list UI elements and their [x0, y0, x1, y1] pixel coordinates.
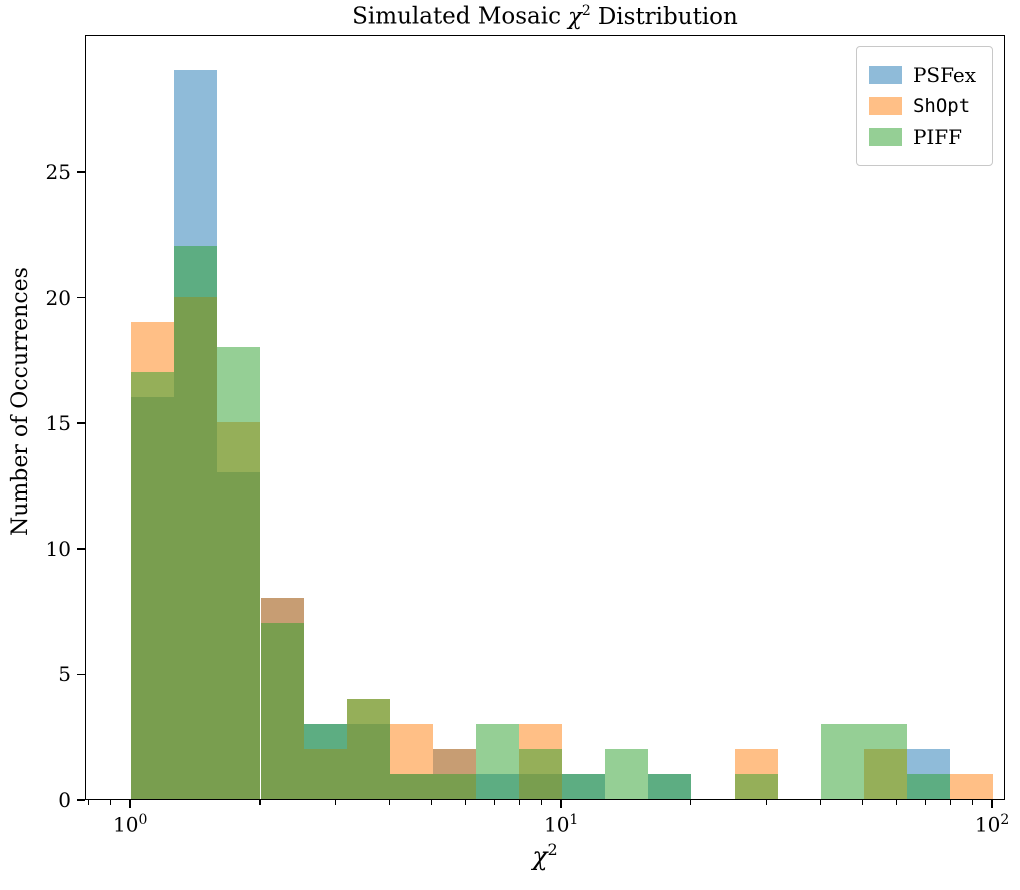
legend-item-ShOpt: ShOpt: [868, 95, 976, 117]
x-minor-tick: [924, 800, 926, 805]
x-minor-tick: [819, 800, 822, 805]
legend-label: PSFex: [912, 63, 976, 87]
hist-bar-PIFF: [648, 773, 692, 799]
y-tick-label: 15: [45, 411, 71, 436]
legend-swatch-PSFex: [868, 66, 902, 84]
x-minor-tick: [389, 800, 391, 805]
x-minor-tick: [518, 800, 520, 805]
y-tick: [77, 673, 85, 676]
hist-bar-PIFF: [906, 773, 950, 799]
x-minor-tick: [109, 800, 112, 805]
x-minor-tick: [493, 800, 495, 805]
y-tick: [77, 548, 85, 550]
y-tick: [77, 799, 85, 801]
x-major-tick: [129, 800, 131, 808]
hist-bar-PIFF: [519, 748, 563, 799]
x-minor-tick: [464, 800, 467, 805]
x-minor-tick: [949, 800, 951, 805]
xlabel-chi-symbol: χ: [532, 841, 548, 871]
hist-bar-PIFF: [476, 723, 520, 799]
x-minor-tick: [87, 800, 90, 805]
x-tick-label: 101: [543, 812, 579, 837]
legend-label: PIFF: [912, 125, 963, 149]
x-axis-label: χ2: [85, 840, 1005, 870]
xlabel-exponent: 2: [547, 840, 558, 859]
hist-bar-ShOpt: [950, 773, 994, 799]
y-tick: [77, 171, 85, 173]
x-major-tick: [991, 800, 993, 808]
hist-bar-PIFF: [562, 773, 606, 799]
plot-area: PSFex ShOpt PIFF: [85, 35, 1005, 800]
x-tick-label: 102: [974, 812, 1010, 837]
hist-bar-PIFF: [131, 371, 175, 799]
y-tick-label: 10: [45, 536, 71, 561]
x-major-tick: [560, 800, 562, 808]
title-text-pre: Simulated Mosaic: [352, 3, 561, 30]
y-tick: [77, 422, 85, 424]
y-tick-label: 5: [58, 662, 71, 687]
hist-bar-PIFF: [863, 723, 907, 799]
legend-label: ShOpt: [912, 95, 971, 117]
hist-bar-PIFF: [346, 698, 390, 799]
histogram-bars: [86, 36, 1004, 799]
legend-item-PSFex: PSFex: [868, 63, 976, 87]
hist-bar-PIFF: [605, 748, 649, 799]
title-chi-symbol: χ: [567, 3, 582, 30]
x-minor-tick: [335, 800, 337, 805]
y-tick-label: 20: [45, 285, 71, 310]
hist-bar-PIFF: [389, 773, 433, 799]
hist-bar-PIFF: [432, 773, 476, 799]
hist-bar-PIFF: [174, 246, 218, 799]
y-tick-label: 0: [58, 788, 71, 812]
title-text-post: Distribution: [597, 3, 738, 30]
hist-bar-PIFF: [303, 723, 347, 799]
hist-bar-PIFF: [217, 346, 261, 799]
x-minor-tick: [259, 800, 261, 805]
x-minor-tick: [766, 800, 768, 805]
hist-bar-PIFF: [260, 623, 304, 799]
hist-bar-PIFF: [820, 723, 864, 799]
x-minor-tick: [540, 800, 543, 805]
chart-title: Simulated Mosaic χ2 Distribution: [85, 3, 1005, 30]
legend: PSFex ShOpt PIFF: [855, 46, 993, 166]
legend-item-PIFF: PIFF: [868, 125, 976, 149]
x-minor-tick: [895, 800, 898, 805]
legend-swatch-PIFF: [868, 128, 902, 146]
y-tick: [77, 296, 85, 299]
x-minor-tick: [430, 800, 433, 805]
legend-swatch-ShOpt: [868, 97, 902, 115]
x-minor-tick: [861, 800, 863, 805]
hist-bar-PIFF: [734, 773, 778, 799]
x-minor-tick: [690, 800, 692, 805]
title-exponent: 2: [581, 3, 591, 19]
y-tick-label: 25: [45, 159, 71, 184]
x-tick-label: 100: [113, 812, 148, 837]
x-minor-tick: [971, 800, 973, 805]
